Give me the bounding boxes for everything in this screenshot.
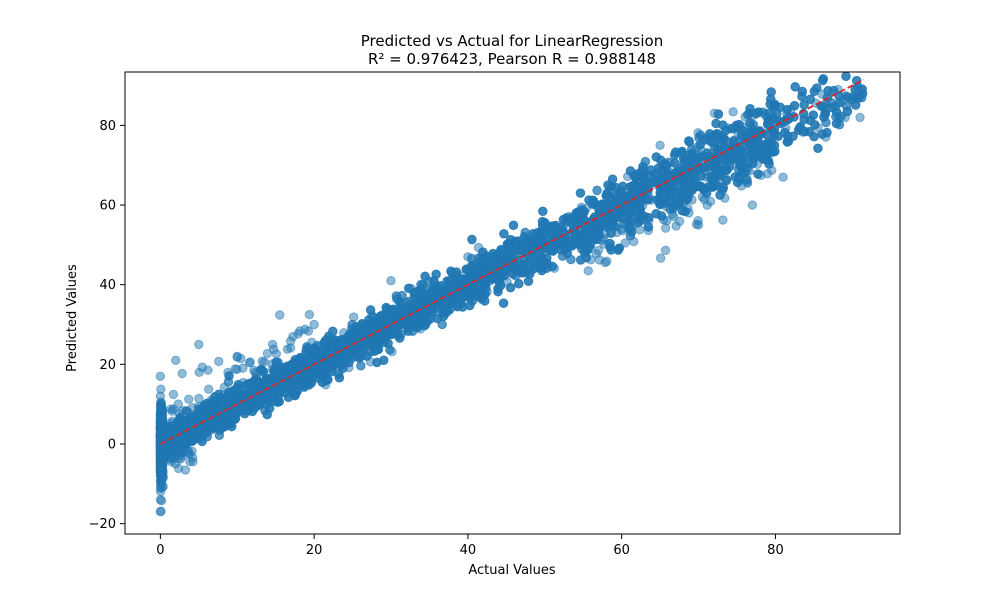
x-axis-label: Actual Values — [468, 563, 556, 578]
y-axis-label: Predicted Values — [65, 264, 80, 372]
chart-title: Predicted vs Actual for LinearRegression — [361, 32, 663, 50]
scatter-point — [348, 312, 359, 322]
points-layer — [155, 71, 868, 517]
scatter-point — [728, 107, 738, 117]
chart-subtitle: R² = 0.976423, Pearson R = 0.988148 — [368, 50, 656, 68]
scatter-point — [155, 487, 166, 497]
